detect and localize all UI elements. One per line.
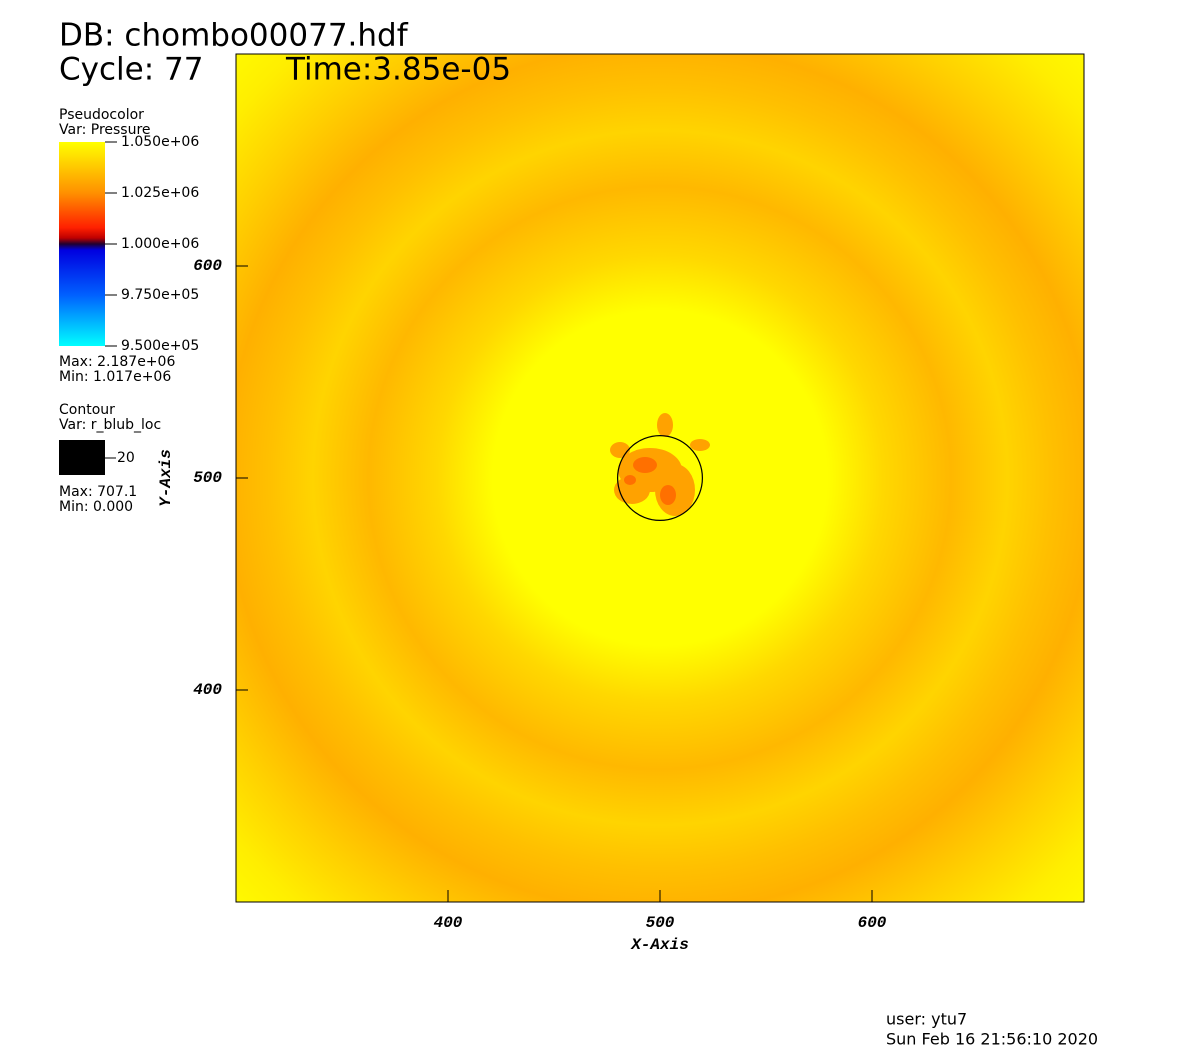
color-bar-label: 1.000e+06 (121, 236, 199, 252)
legend-max: Max: 2.187e+06 (59, 354, 175, 370)
x-axis-label: X-Axis (630, 936, 689, 954)
contour-variable: Var: r_blub_loc (59, 417, 161, 433)
bubble-core (624, 457, 676, 505)
y-tick-label: 500 (193, 469, 222, 487)
contour-swatch (59, 440, 105, 475)
x-tick-label: 600 (858, 914, 887, 932)
cycle: Cycle: 77 (59, 52, 203, 88)
legend-variable: Var: Pressure (59, 122, 151, 138)
legend-min: Min: 1.017e+06 (59, 369, 171, 385)
time: Time:3.85e-05 (285, 52, 511, 88)
legend-title: Pseudocolor (59, 107, 144, 123)
database: DB: chombo00077.hdf (59, 18, 409, 54)
color-bar-label: 9.500e+05 (121, 338, 199, 354)
date: Sun Feb 16 21:56:10 2020 (886, 1030, 1098, 1049)
y-tick-label: 600 (193, 257, 222, 275)
contour-max: Max: 707.1 (59, 484, 137, 500)
user: user: ytu7 (886, 1010, 967, 1029)
contour-min: Min: 0.000 (59, 499, 133, 515)
contour-title: Contour (59, 402, 115, 418)
color-bar-label: 9.750e+05 (121, 287, 199, 303)
color-bar (59, 142, 105, 346)
contour (616, 435, 703, 522)
x-tick-label: 400 (434, 914, 463, 932)
color-bar-label: 1.025e+06 (121, 185, 199, 201)
y-tick-label: 400 (193, 681, 222, 699)
color-bar-label: 1.050e+06 (121, 134, 199, 150)
y-axis-label: Y-Axis (157, 449, 175, 507)
contour-level-label: 20 (117, 450, 135, 466)
x-tick-label: 500 (646, 914, 675, 932)
